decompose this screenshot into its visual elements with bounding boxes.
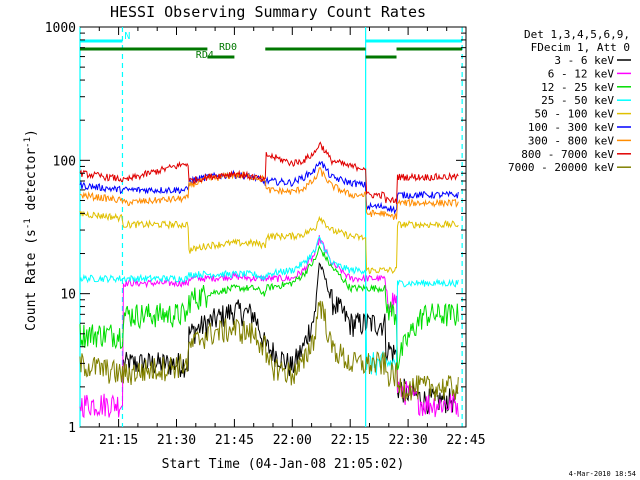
bar-label-n: N xyxy=(124,31,130,42)
y-tick-label-0: 1 xyxy=(68,421,76,436)
series-line-8 xyxy=(79,300,459,402)
x-tick-label-5: 22:30 xyxy=(389,433,428,448)
mode-bars: N RD0 RD4 xyxy=(80,31,463,61)
series-line-5 xyxy=(79,160,459,215)
x-tick-label-4: 22:15 xyxy=(331,433,370,448)
legend-label-7: 800 - 7000 keV xyxy=(521,148,614,161)
series-line-2 xyxy=(79,244,459,371)
x-tick-label-0: 21:15 xyxy=(99,433,138,448)
legend-label-2: 12 - 25 keV xyxy=(541,81,614,94)
series-lines xyxy=(79,141,459,419)
x-axis-label: Start Time (04-Jan-08 21:05:02) xyxy=(162,457,405,472)
bar-label-rd0: RD0 xyxy=(219,42,237,53)
series-line-7 xyxy=(79,141,459,204)
y-tick-label-1: 10 xyxy=(60,288,76,303)
x-tick-label-3: 22:00 xyxy=(273,433,312,448)
legend-label-1: 6 - 12 keV xyxy=(548,67,615,80)
axis-ticks: 21:15 21:30 21:45 22:00 22:15 22:30 22:45 1 10 10… xyxy=(45,21,486,448)
series-line-6 xyxy=(79,167,459,220)
bar-label-rd4: RD4 xyxy=(196,50,214,61)
x-tick-label-6: 22:45 xyxy=(446,433,485,448)
legend-header-2: FDecim 1, Att 0 xyxy=(531,41,630,54)
legend-label-5: 100 - 300 keV xyxy=(528,121,614,134)
y-tick-label-2: 100 xyxy=(53,154,76,169)
footer-date: 4-Mar-2010 18:54 xyxy=(569,470,636,478)
series-line-1 xyxy=(79,235,459,419)
legend-label-8: 7000 - 20000 keV xyxy=(508,161,614,174)
y-tick-label-3: 1000 xyxy=(45,21,76,36)
chart-title: HESSI Observing Summary Count Rates xyxy=(110,3,426,21)
legend-label-0: 3 - 6 keV xyxy=(554,54,614,67)
legend-header-1: Det 1,3,4,5,6,9, xyxy=(524,28,630,41)
legend: Det 1,3,4,5,6,9, FDecim 1, Att 0 3 - 6 k… xyxy=(508,28,631,174)
series-line-4 xyxy=(79,210,459,275)
y-axis-label: Count Rate (s-1 detector-1) xyxy=(23,129,39,331)
legend-label-3: 25 - 50 keV xyxy=(541,94,614,107)
x-tick-label-2: 21:45 xyxy=(215,433,254,448)
legend-label-6: 300 - 800 keV xyxy=(528,134,614,147)
x-tick-label-1: 21:30 xyxy=(157,433,196,448)
series-line-3 xyxy=(79,235,459,376)
legend-label-4: 50 - 100 keV xyxy=(535,108,615,121)
